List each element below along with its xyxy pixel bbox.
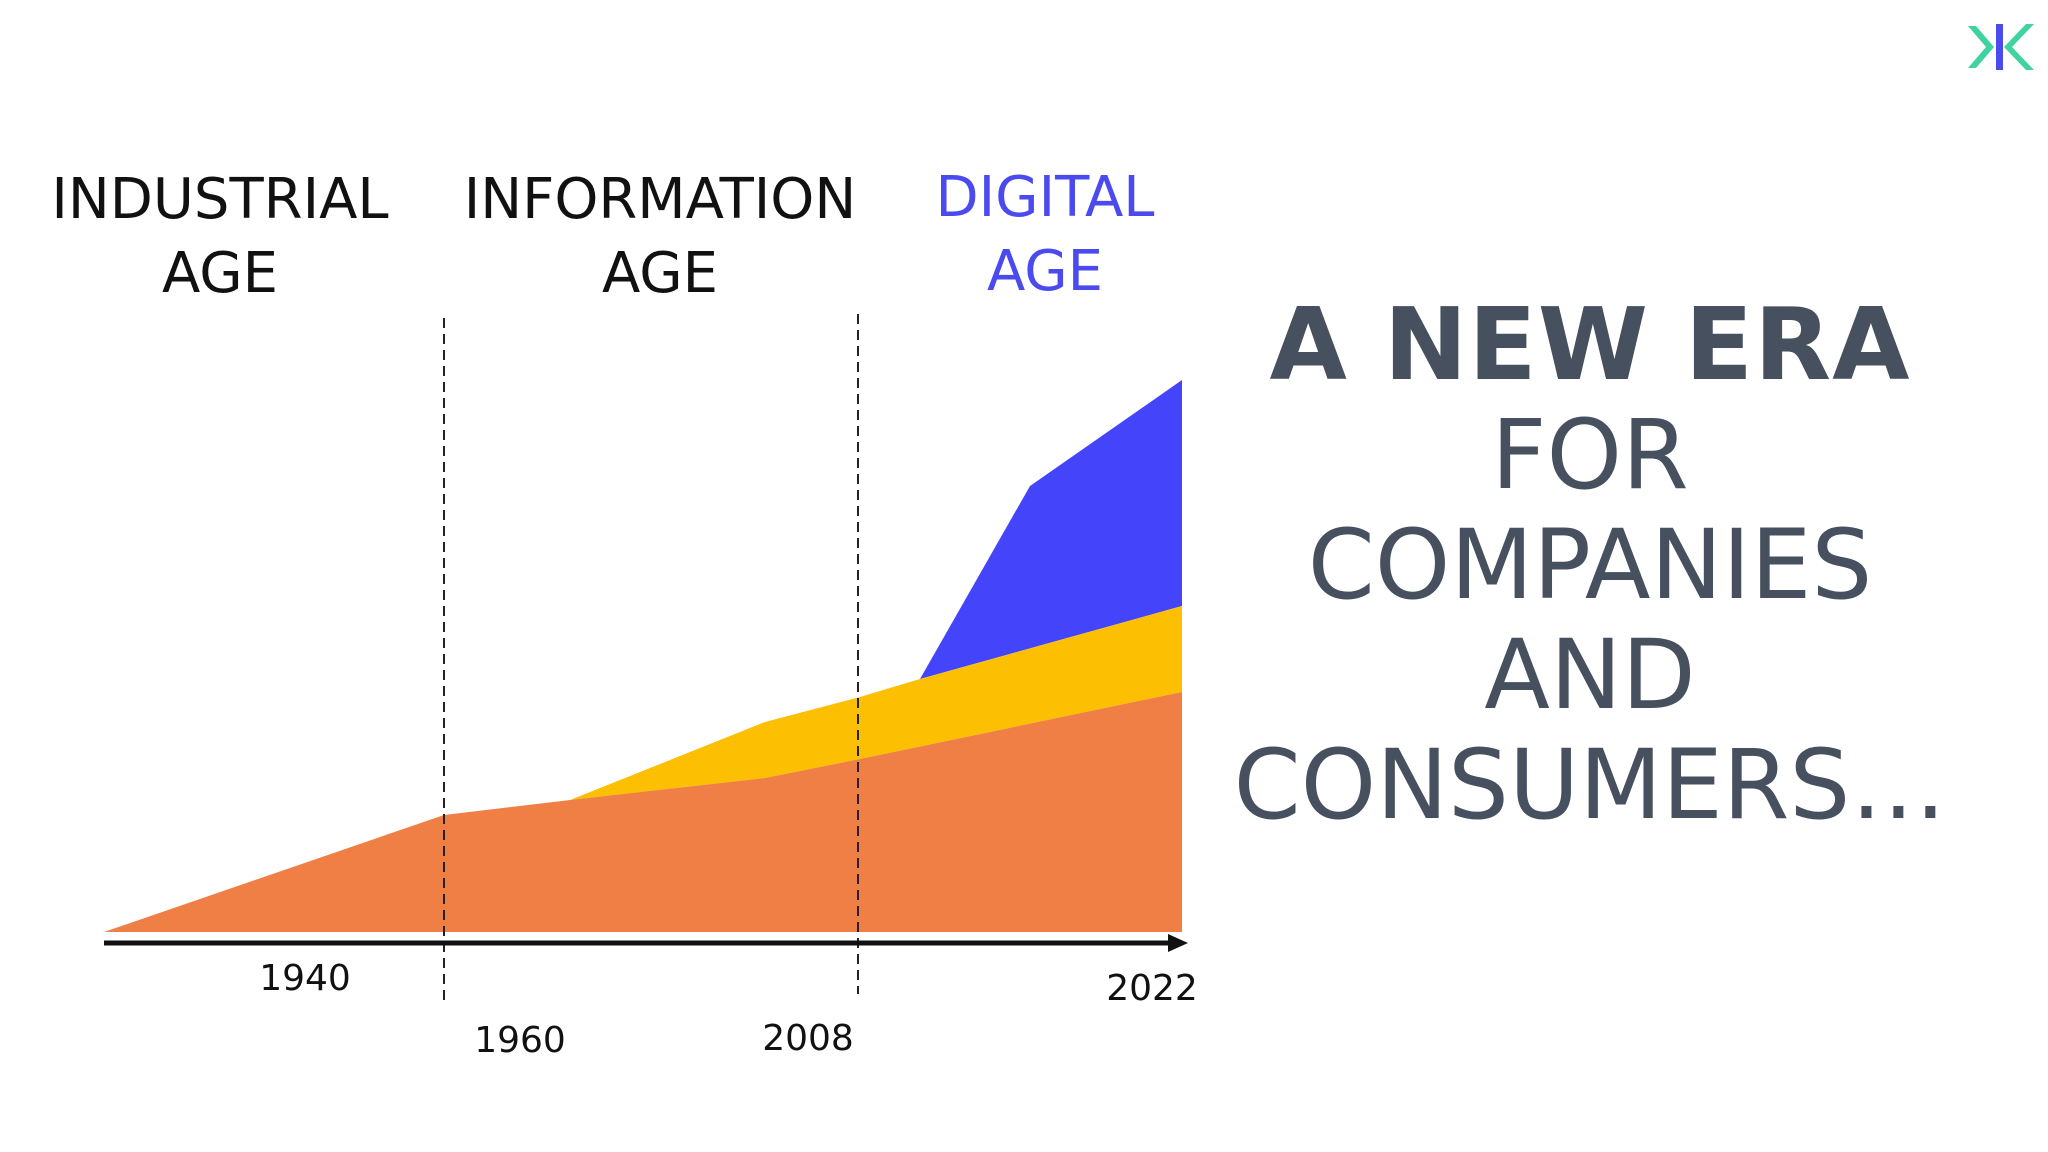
- era-digital-line1: DIGITAL: [936, 165, 1155, 230]
- era-information-line2: AGE: [602, 241, 718, 306]
- headline-line-3: COMPANIES: [1307, 509, 1873, 621]
- year-label-end: 2022: [1106, 968, 1198, 1009]
- industrial-layer-area: [104, 692, 1182, 932]
- headline-line-5: CONSUMERS…: [1233, 729, 1947, 841]
- era-digital-line2: AGE: [987, 239, 1103, 304]
- headline-line-2: FOR: [1491, 399, 1689, 511]
- year-label-info-boundary: 1960: [474, 1020, 566, 1061]
- era-information-line1: INFORMATION: [464, 167, 857, 232]
- year-label-start: 1940: [259, 958, 351, 999]
- time-axis-arrow-icon: [1168, 934, 1188, 952]
- year-label-digital-boundary: 2008: [762, 1018, 854, 1059]
- information-layer-area: [570, 606, 1182, 800]
- era-industrial-line1: INDUSTRIAL: [51, 167, 388, 232]
- brand-logo-icon: [1968, 24, 2034, 70]
- era-growth-diagram: INDUSTRIAL AGE INFORMATION AGE DIGITAL A…: [51, 165, 1198, 1061]
- headline-line-4: AND: [1484, 619, 1696, 731]
- era-industrial-line2: AGE: [162, 241, 278, 306]
- digital-layer-area: [920, 380, 1182, 679]
- headline-line-1: A NEW ERA: [1269, 286, 1911, 403]
- headline: A NEW ERA FOR COMPANIES AND CONSUMERS…: [1180, 286, 2000, 841]
